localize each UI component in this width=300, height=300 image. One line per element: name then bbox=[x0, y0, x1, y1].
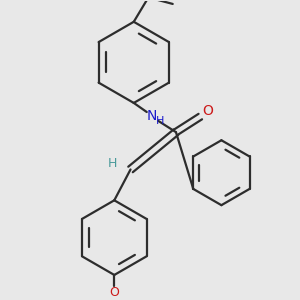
Text: H: H bbox=[156, 116, 165, 126]
Text: N: N bbox=[146, 109, 157, 123]
Text: H: H bbox=[108, 157, 117, 170]
Text: O: O bbox=[110, 286, 119, 299]
Text: O: O bbox=[202, 104, 213, 118]
